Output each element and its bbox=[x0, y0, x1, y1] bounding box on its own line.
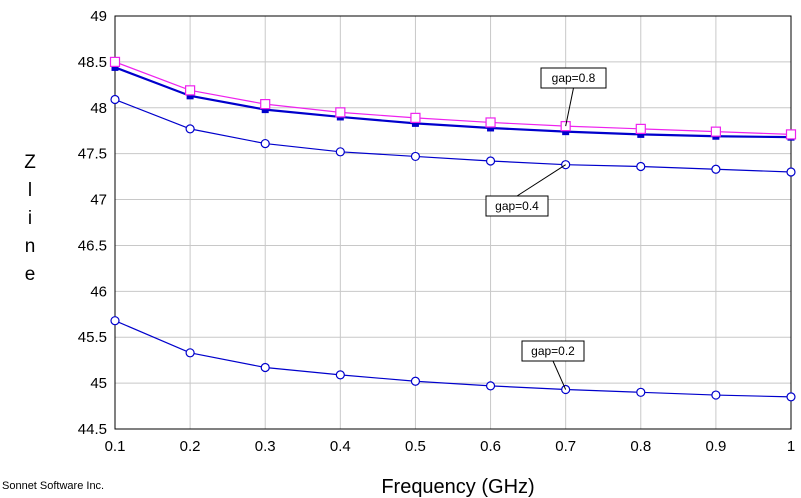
x-tick-label: 0.4 bbox=[330, 438, 351, 455]
annotation-leader bbox=[565, 87, 574, 127]
y-axis-label-char: n bbox=[25, 236, 36, 257]
y-tick-label: 47.5 bbox=[78, 146, 107, 163]
data-point bbox=[711, 164, 721, 174]
annotation-2: gap=0.2 bbox=[521, 340, 585, 390]
x-tick-label: 0.9 bbox=[705, 438, 726, 455]
annotation-box bbox=[540, 67, 607, 89]
data-point bbox=[335, 370, 345, 380]
y-tick-label: 49 bbox=[90, 8, 107, 25]
series-line bbox=[114, 98, 792, 173]
data-point bbox=[410, 151, 421, 162]
annotation-box bbox=[485, 195, 549, 217]
x-tick-label: 0.5 bbox=[405, 438, 426, 455]
y-tick-label: 45.5 bbox=[78, 329, 107, 346]
y-axis-ticks: 44.5 45 45.5 46 46.5 47 47.5 48 48.5 49 bbox=[78, 8, 107, 438]
data-point bbox=[110, 94, 120, 105]
y-tick-label: 44.5 bbox=[78, 421, 107, 438]
annotation-text: gap=0.4 bbox=[495, 199, 539, 213]
y-tick-label: 46.5 bbox=[78, 237, 107, 254]
y-tick-label: 45 bbox=[90, 375, 107, 392]
data-point bbox=[185, 85, 196, 96]
annotations: gap=0.8 gap=0.4 gap=0.2 bbox=[485, 67, 607, 390]
grid-lines bbox=[114, 15, 792, 430]
data-point bbox=[260, 362, 270, 373]
annotation-1: gap=0.4 bbox=[485, 164, 566, 217]
x-tick-label: 0.6 bbox=[480, 438, 501, 455]
data-point bbox=[110, 316, 120, 326]
annotation-text: gap=0.8 bbox=[552, 71, 596, 85]
data-point bbox=[260, 99, 271, 110]
annotation-box bbox=[521, 340, 585, 362]
series-1 bbox=[110, 94, 796, 177]
data-point bbox=[711, 390, 721, 400]
series-line bbox=[114, 61, 792, 135]
annotation-leader bbox=[552, 360, 567, 390]
data-point bbox=[410, 376, 421, 386]
data-point bbox=[335, 107, 346, 118]
data-point bbox=[636, 387, 646, 397]
data-point bbox=[410, 112, 421, 123]
annotation-0: gap=0.8 bbox=[540, 67, 607, 127]
x-tick-label: 0.8 bbox=[630, 438, 651, 455]
x-tick-label: 0.7 bbox=[555, 438, 576, 455]
x-tick-label: 0.1 bbox=[105, 438, 126, 455]
plot-area bbox=[114, 15, 792, 430]
series-group bbox=[109, 56, 797, 402]
y-axis-label-char: e bbox=[25, 264, 36, 285]
data-point bbox=[785, 129, 797, 140]
x-tick-label: 0.2 bbox=[180, 438, 201, 455]
series-2 bbox=[111, 63, 795, 141]
series-line bbox=[114, 66, 792, 139]
data-point bbox=[485, 117, 496, 128]
data-point bbox=[185, 124, 195, 134]
data-point bbox=[109, 56, 121, 67]
y-tick-label: 48 bbox=[90, 100, 107, 117]
x-axis-ticks: 0.1 0.2 0.3 0.4 0.5 0.6 0.7 0.8 0.9 1 bbox=[105, 438, 796, 455]
data-point bbox=[635, 123, 646, 134]
data-point bbox=[786, 392, 796, 402]
data-point bbox=[485, 381, 496, 391]
data-point bbox=[260, 138, 270, 149]
data-point bbox=[335, 147, 345, 157]
y-axis-label-char: Z bbox=[24, 152, 36, 173]
y-tick-label: 48.5 bbox=[78, 54, 107, 71]
data-point bbox=[485, 156, 496, 166]
x-axis-label: Frequency (GHz) bbox=[381, 476, 534, 498]
data-point bbox=[636, 161, 646, 172]
x-tick-label: 1 bbox=[787, 438, 795, 455]
series-line bbox=[114, 320, 792, 398]
y-tick-label: 47 bbox=[90, 192, 107, 209]
annotation-text: gap=0.2 bbox=[531, 344, 575, 358]
series-0 bbox=[110, 316, 796, 402]
data-point bbox=[786, 167, 796, 177]
y-axis-label-char: i bbox=[28, 208, 32, 229]
annotation-leader bbox=[516, 164, 566, 197]
x-tick-label: 0.3 bbox=[255, 438, 276, 455]
credit-text: Sonnet Software Inc. bbox=[2, 480, 105, 492]
y-axis-label-char: l bbox=[28, 180, 32, 201]
y-tick-label: 46 bbox=[90, 283, 107, 300]
data-point bbox=[185, 348, 195, 358]
data-point bbox=[710, 126, 721, 137]
